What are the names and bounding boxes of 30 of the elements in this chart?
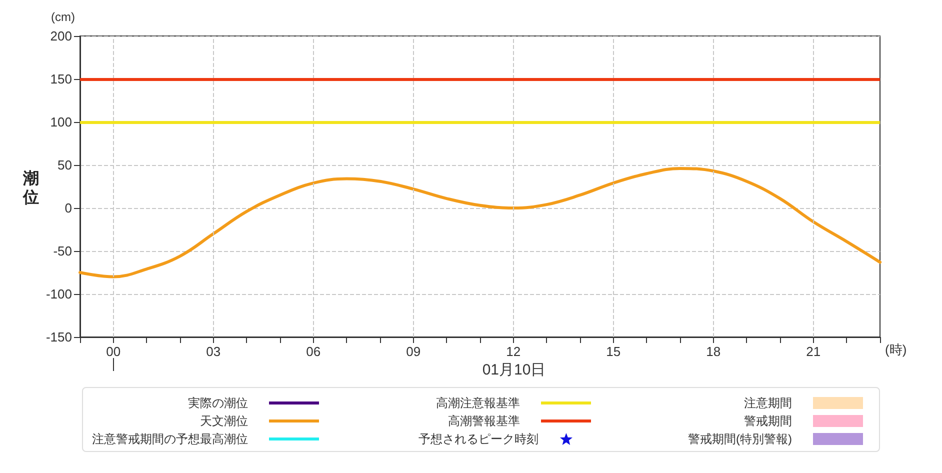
legend-label: 天文潮位 xyxy=(200,414,248,428)
legend-label: 警戒期間(特別警報) xyxy=(688,432,792,446)
y-tick-label: -50 xyxy=(53,244,72,258)
x-tick-label: 06 xyxy=(306,344,321,359)
legend-label: 注意期間 xyxy=(744,396,792,410)
y-tick-label: 200 xyxy=(50,28,72,44)
x-tick-label: 09 xyxy=(406,344,421,359)
legend-label: 警戒期間 xyxy=(744,414,792,428)
x-tick-label: 00 xyxy=(106,344,121,359)
legend-label: 注意警戒期間の予想最高潮位 xyxy=(92,432,248,446)
legend-label: 予想されるピーク時刻 xyxy=(418,432,539,446)
y-tick-label: 50 xyxy=(58,158,72,172)
legend-label: 実際の潮位 xyxy=(188,396,248,410)
x-tick-label: 12 xyxy=(506,344,521,359)
legend-label: 高潮注意報基準 xyxy=(436,396,520,410)
x-tick-label: 18 xyxy=(706,344,721,359)
y-tick-label: 150 xyxy=(50,72,72,86)
line-series xyxy=(78,166,882,278)
x-tick-label: 21 xyxy=(806,344,821,359)
x-axis-title: (時) xyxy=(885,342,907,357)
text: 01月10日 xyxy=(482,362,546,378)
text: (cm) xyxy=(51,10,75,24)
y-tick-label: 100 xyxy=(50,114,72,130)
x-tick-label: 03 xyxy=(206,344,221,359)
y-tick-label: -150 xyxy=(46,330,72,344)
y-axis-title: 潮位 xyxy=(22,170,39,206)
x-tick-label: 15 xyxy=(606,344,621,359)
legend-label: 高潮警報基準 xyxy=(448,414,520,428)
y-tick-label: -100 xyxy=(46,286,72,302)
y-tick-label: 0 xyxy=(64,200,72,216)
